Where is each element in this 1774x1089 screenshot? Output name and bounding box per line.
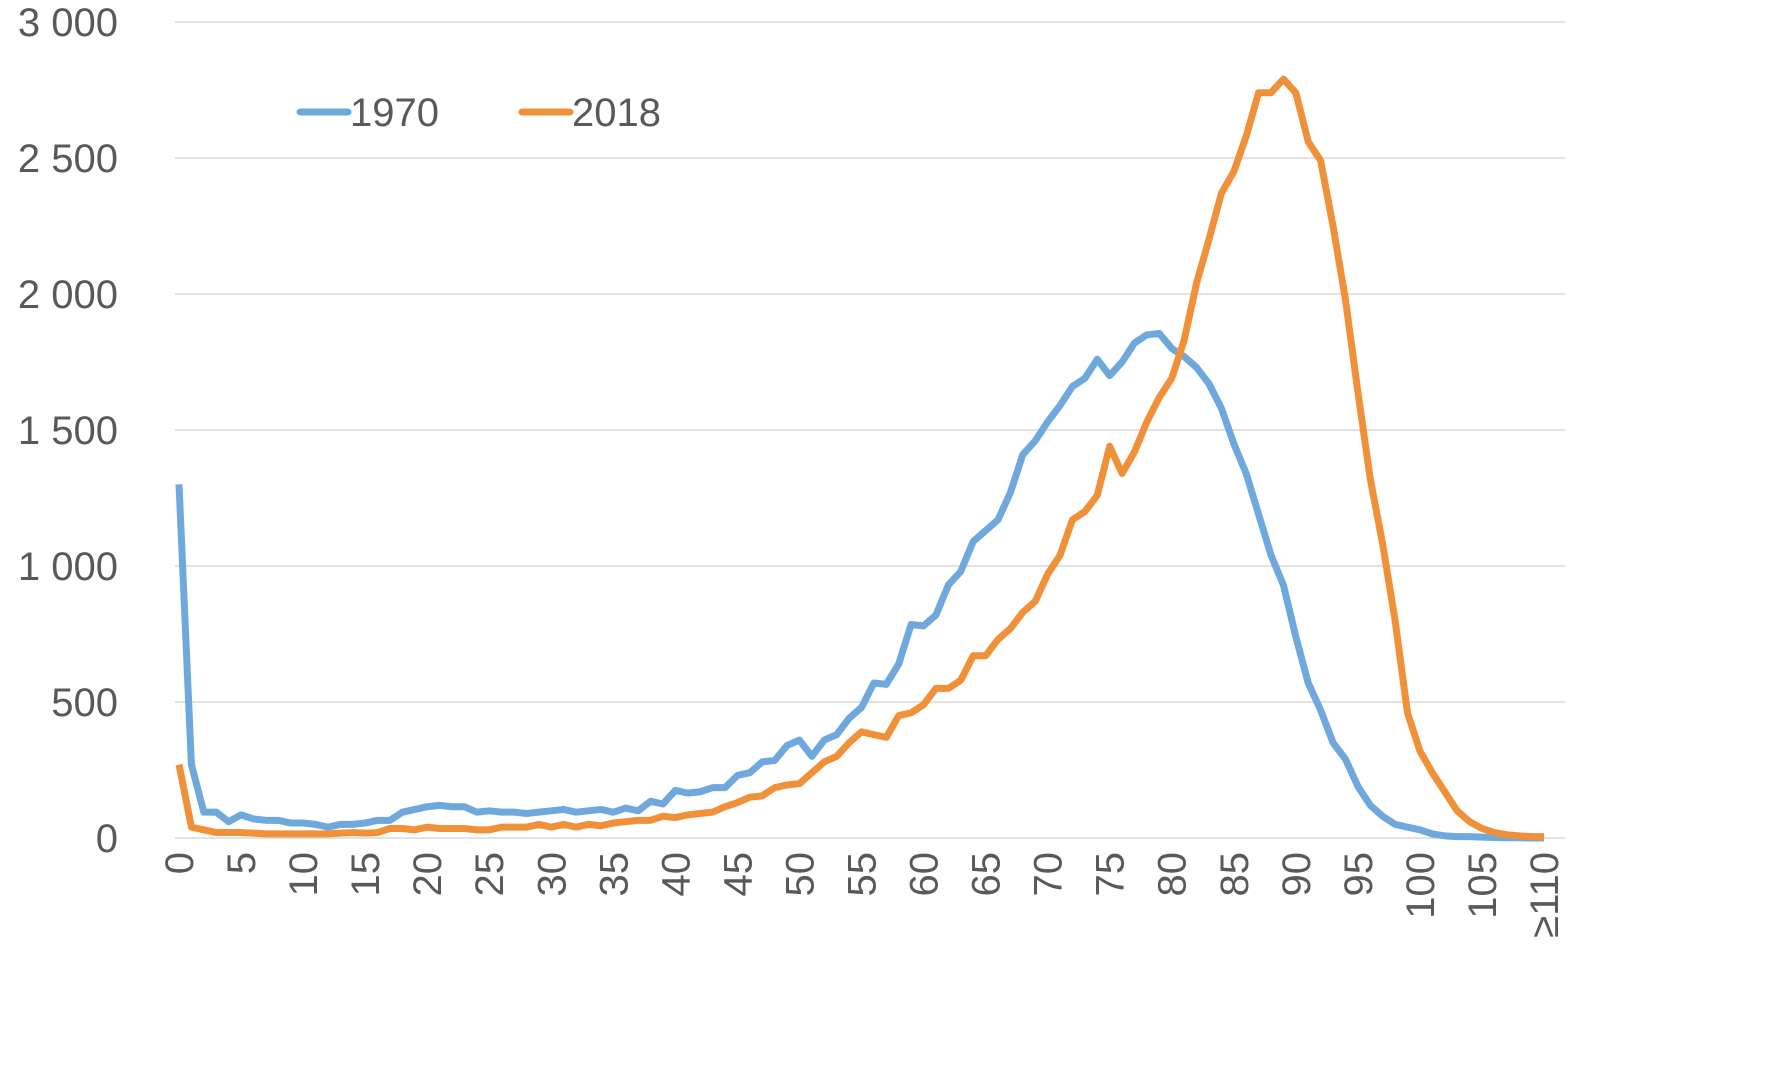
x-tick-label: 25	[468, 852, 512, 897]
y-tick-label: 2 500	[18, 137, 118, 181]
x-tick-label: 105	[1461, 852, 1505, 919]
x-tick-label: 35	[592, 852, 636, 897]
y-tick-label: 2 000	[18, 273, 118, 317]
y-tick-label: 1 500	[18, 409, 118, 453]
x-tick-label: 20	[406, 852, 450, 897]
x-tick-label: 55	[841, 852, 885, 897]
y-tick-label: 1 000	[18, 545, 118, 589]
y-tick-label: 0	[96, 817, 118, 861]
line-series	[175, 329, 1544, 842]
x-tick-label: 10	[282, 852, 326, 897]
x-tick-label: 80	[1151, 852, 1195, 897]
x-tick-label: 85	[1213, 852, 1257, 897]
x-tick-label: 45	[716, 852, 760, 897]
x-tick-label: ≥110	[1523, 852, 1567, 938]
x-tick-label: 70	[1027, 852, 1071, 897]
x-tick-label: 40	[654, 852, 698, 897]
x-tick-label: 90	[1275, 852, 1319, 897]
x-tick-label: 65	[965, 852, 1009, 897]
x-tick-label: 5	[220, 852, 264, 874]
x-tick-label: 60	[903, 852, 947, 897]
line-series	[175, 75, 1544, 841]
x-tick-label: 50	[778, 852, 822, 897]
x-tick-label: 95	[1337, 852, 1381, 897]
x-tick-label: 100	[1399, 852, 1443, 919]
y-tick-label: 3 000	[18, 1, 118, 45]
x-tick-label: 0	[158, 852, 202, 874]
legend-label: 2018	[572, 91, 661, 135]
x-tick-label: 30	[530, 852, 574, 897]
legend-label: 1970	[350, 91, 439, 135]
x-tick-label: 15	[344, 852, 388, 897]
y-tick-label: 500	[51, 681, 118, 725]
x-tick-label: 75	[1089, 852, 1133, 897]
